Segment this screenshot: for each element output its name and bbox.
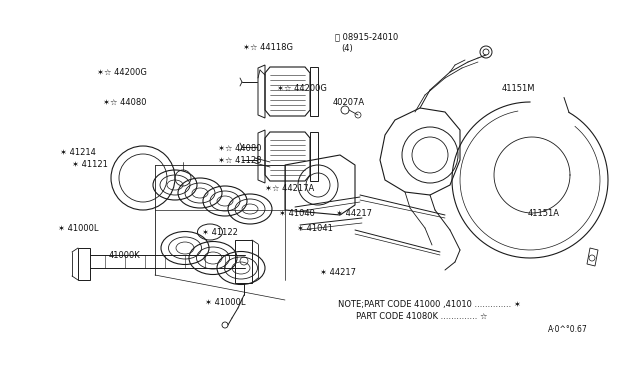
Text: ✶ 41041: ✶ 41041 xyxy=(297,224,333,232)
Text: ✶☆ 41128: ✶☆ 41128 xyxy=(218,155,262,164)
Text: ✶ 41040: ✶ 41040 xyxy=(279,208,315,218)
Text: A·0^°0.67: A·0^°0.67 xyxy=(548,326,588,334)
Text: ✶☆ 44217A: ✶☆ 44217A xyxy=(265,183,314,192)
Text: 41000K: 41000K xyxy=(109,250,141,260)
Text: ✶ 44217: ✶ 44217 xyxy=(320,267,356,276)
Text: 41151M: 41151M xyxy=(502,83,536,93)
Text: PART CODE 41080K .............. ☆: PART CODE 41080K .............. ☆ xyxy=(356,311,488,321)
Text: (4): (4) xyxy=(341,44,353,52)
Text: Ⓟ 08915-24010: Ⓟ 08915-24010 xyxy=(335,32,398,42)
Text: 40207A: 40207A xyxy=(333,97,365,106)
Text: ✶☆ 44200G: ✶☆ 44200G xyxy=(97,67,147,77)
Text: ✶ 44217: ✶ 44217 xyxy=(336,208,372,218)
Text: ✶ 41000L: ✶ 41000L xyxy=(58,224,99,232)
Text: ✶☆ 44118G: ✶☆ 44118G xyxy=(243,42,293,51)
Text: ✶☆ 44080: ✶☆ 44080 xyxy=(218,144,262,153)
Text: NOTE;PART CODE 41000 ,41010 .............. ✶: NOTE;PART CODE 41000 ,41010 ............… xyxy=(338,299,521,308)
Text: 41151A: 41151A xyxy=(528,208,560,218)
Text: ✶ 41122: ✶ 41122 xyxy=(202,228,238,237)
Text: ✶ 41000L: ✶ 41000L xyxy=(205,298,246,307)
Text: ✶☆ 44080: ✶☆ 44080 xyxy=(103,97,147,106)
Text: ✶ 41214: ✶ 41214 xyxy=(60,148,96,157)
Text: ✶☆ 44200G: ✶☆ 44200G xyxy=(277,83,327,93)
Text: ✶ 41121: ✶ 41121 xyxy=(72,160,108,169)
